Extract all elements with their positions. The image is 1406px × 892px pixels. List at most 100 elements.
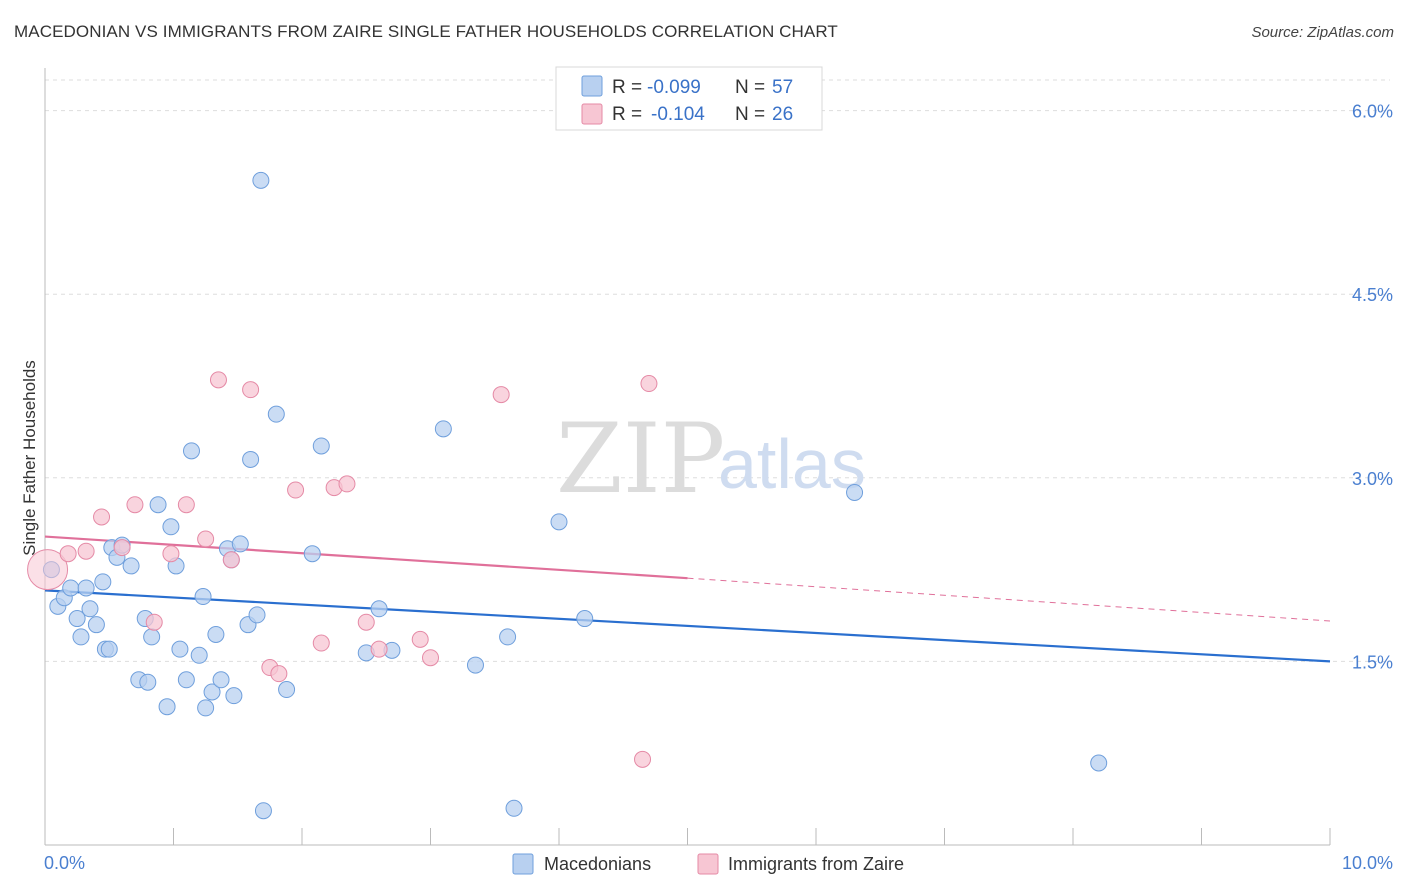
point-macedonians-34: [231, 535, 249, 553]
series-legend-swatch-pink: [697, 853, 719, 875]
point-zaire-3: [93, 508, 111, 526]
legend-r-label-1: R =: [612, 77, 642, 98]
trend-line-zaire: [44, 535, 688, 580]
source-label: Source: ZipAtlas.com: [1251, 24, 1394, 41]
point-zaire-25: [634, 750, 652, 768]
x-tick-labels: 0.0% 10.0%: [44, 853, 1393, 873]
point-zaire-14: [270, 665, 288, 683]
point-macedonians-38: [252, 171, 270, 189]
point-zaire-4: [113, 539, 131, 557]
legend-n-value-2: 26: [772, 104, 793, 125]
series-legend-swatch-blue: [512, 853, 534, 875]
point-zaire-18: [338, 475, 356, 493]
point-macedonians-17: [139, 673, 157, 691]
point-zaire-6: [145, 613, 163, 631]
y-axis-label: Single Father Households: [20, 360, 39, 556]
point-macedonians-9: [94, 573, 112, 591]
point-macedonians-56: [1090, 754, 1108, 772]
legend-r-value-1: -0.099: [647, 77, 701, 98]
watermark-atlas: atlas: [718, 425, 866, 503]
point-zaire-23: [492, 386, 510, 404]
point-macedonians-45: [370, 600, 388, 618]
watermark-zip: ZIP: [556, 403, 725, 515]
point-macedonians-14: [122, 557, 140, 575]
point-macedonians-26: [190, 646, 208, 664]
series-zaire-points: [27, 371, 658, 768]
point-macedonians-4: [68, 610, 86, 628]
correlation-legend: R = -0.099 N = 57 R = -0.104 N = 26: [555, 66, 823, 131]
point-macedonians-24: [177, 671, 195, 689]
legend-swatch-pink: [581, 103, 603, 125]
point-macedonians-47: [434, 420, 452, 438]
point-zaire-9: [197, 530, 215, 548]
point-macedonians-20: [158, 698, 176, 716]
watermark: ZIP atlas: [556, 403, 866, 515]
point-macedonians-19: [149, 496, 167, 514]
point-macedonians-40: [267, 405, 285, 423]
y-tick-labels: 1.5% 3.0% 4.5% 6.0%: [1352, 102, 1393, 673]
point-macedonians-49: [499, 628, 517, 646]
point-zaire-24: [640, 375, 658, 393]
series-legend-label-zaire: Immigrants from Zaire: [728, 854, 904, 874]
point-macedonians-6: [77, 579, 95, 597]
point-macedonians-48: [466, 656, 484, 674]
x-tick-label-0: 0.0%: [44, 853, 85, 873]
y-tick-label-1: 3.0%: [1352, 469, 1393, 489]
point-macedonians-37: [248, 606, 266, 624]
legend-n-label-1: N =: [735, 77, 765, 98]
point-zaire-10: [209, 371, 227, 389]
y-tick-label-2: 4.5%: [1352, 285, 1393, 305]
point-macedonians-23: [171, 640, 189, 658]
legend-n-label-2: N =: [735, 104, 765, 125]
series-legend-label-macedonians: Macedonians: [544, 854, 651, 874]
point-macedonians-18: [143, 628, 161, 646]
point-macedonians-53: [846, 483, 864, 501]
gridlines: [45, 79, 1390, 662]
legend-swatch-blue: [581, 75, 603, 97]
point-macedonians-29: [203, 683, 221, 701]
point-macedonians-51: [550, 513, 568, 531]
point-zaire-1: [59, 545, 77, 563]
point-macedonians-3: [62, 579, 80, 597]
point-zaire-21: [411, 630, 429, 648]
point-zaire-8: [177, 496, 195, 514]
point-macedonians-36: [242, 450, 260, 468]
point-zaire-22: [422, 649, 439, 667]
trend-lines: [44, 535, 1331, 663]
chart-title: MACEDONIAN VS IMMIGRANTS FROM ZAIRE SING…: [14, 22, 838, 41]
point-macedonians-31: [212, 671, 230, 689]
legend-r-label-2: R =: [612, 104, 642, 125]
series-legend: Macedonians Immigrants from Zaire: [512, 853, 904, 875]
point-zaire-16: [312, 634, 330, 652]
y-tick-label-0: 1.5%: [1352, 652, 1393, 672]
legend-r-value-2: -0.104: [651, 104, 705, 125]
point-macedonians-25: [182, 442, 200, 460]
point-macedonians-27: [194, 588, 212, 606]
point-macedonians-43: [312, 437, 330, 455]
legend-n-value-1: 57: [772, 77, 793, 98]
point-zaire-20: [370, 640, 388, 658]
point-zaire-5: [126, 496, 144, 514]
point-zaire-15: [287, 481, 305, 499]
point-zaire-19: [357, 613, 375, 631]
point-macedonians-50: [505, 799, 523, 817]
point-zaire-2: [77, 542, 95, 560]
point-macedonians-33: [225, 687, 243, 705]
point-macedonians-52: [576, 610, 594, 628]
point-macedonians-39: [254, 802, 272, 820]
point-macedonians-42: [303, 545, 321, 563]
point-macedonians-30: [207, 625, 225, 643]
point-zaire-0: [27, 549, 69, 591]
point-zaire-11: [222, 551, 240, 569]
point-macedonians-7: [81, 600, 99, 618]
point-macedonians-28: [197, 699, 215, 717]
point-zaire-7: [162, 545, 180, 563]
trend-line-zaire-extension: [687, 577, 1331, 622]
point-macedonians-21: [162, 518, 180, 536]
point-macedonians-54: [100, 640, 118, 658]
x-tick-label-1: 10.0%: [1342, 853, 1393, 873]
y-tick-label-3: 6.0%: [1352, 102, 1393, 122]
point-macedonians-41: [278, 681, 296, 699]
axes: [44, 68, 1331, 846]
